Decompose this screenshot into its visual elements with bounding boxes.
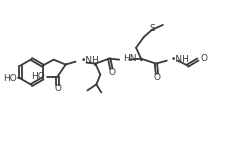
Text: HN: HN bbox=[123, 54, 137, 63]
Text: •NH: •NH bbox=[171, 55, 190, 64]
Text: •NH: •NH bbox=[81, 56, 99, 65]
Text: O: O bbox=[153, 73, 160, 81]
Text: HO: HO bbox=[31, 72, 45, 81]
Text: S: S bbox=[149, 24, 155, 33]
Text: O: O bbox=[54, 84, 61, 93]
Text: O: O bbox=[109, 68, 116, 77]
Text: HO: HO bbox=[3, 74, 16, 83]
Text: O: O bbox=[201, 54, 207, 63]
